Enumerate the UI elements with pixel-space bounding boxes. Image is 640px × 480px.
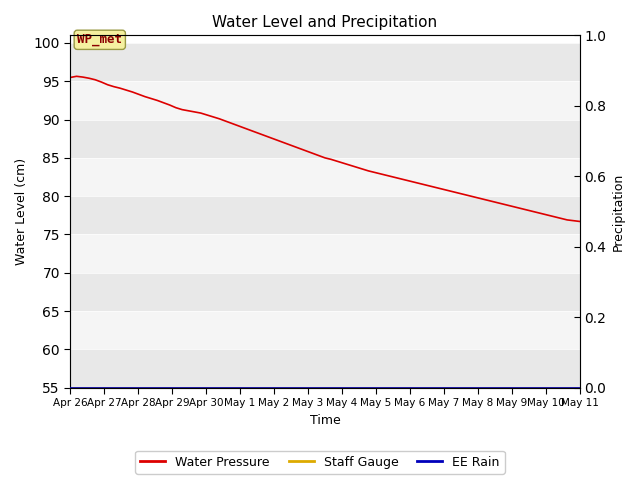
Y-axis label: Water Level (cm): Water Level (cm) (15, 158, 28, 265)
Bar (70, 311, 580, 349)
Bar (70, 349, 580, 388)
Bar (70, 273, 580, 311)
Bar (70, 158, 580, 196)
Title: Water Level and Precipitation: Water Level and Precipitation (212, 15, 438, 30)
Bar (70, 81, 580, 120)
Text: WP_met: WP_met (77, 33, 122, 46)
Bar (70, 120, 580, 158)
Legend: Water Pressure, Staff Gauge, EE Rain: Water Pressure, Staff Gauge, EE Rain (136, 451, 504, 474)
Bar (70, 196, 580, 234)
X-axis label: Time: Time (310, 414, 340, 427)
Bar (70, 43, 580, 81)
Y-axis label: Precipitation: Precipitation (612, 172, 625, 251)
Bar (70, 234, 580, 273)
